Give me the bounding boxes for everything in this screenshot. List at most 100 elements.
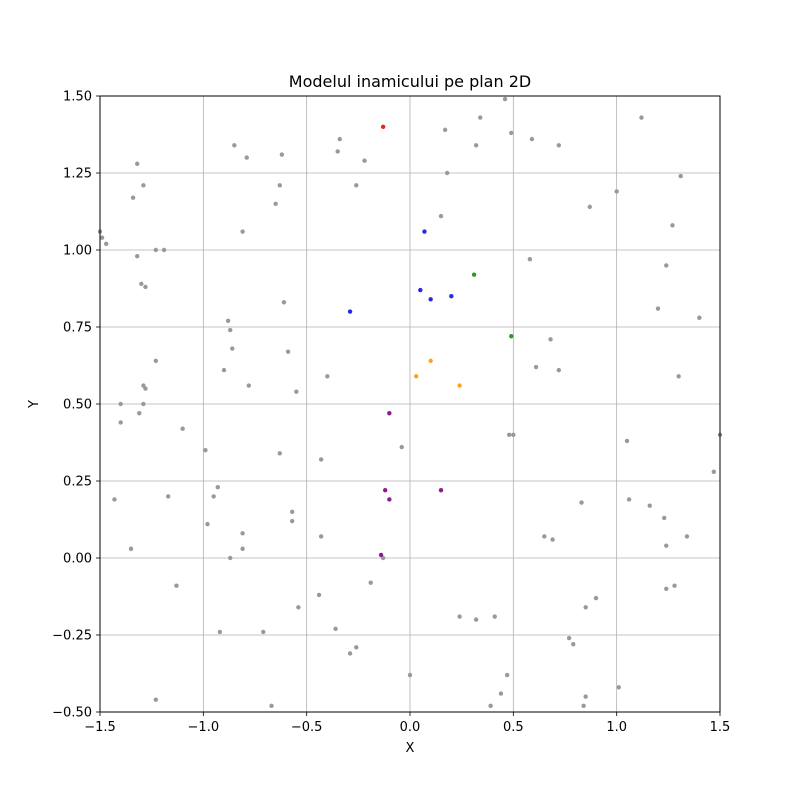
- data-point: [587, 204, 592, 210]
- data-point: [414, 374, 419, 379]
- data-point: [143, 284, 148, 290]
- data-point: [438, 488, 444, 493]
- y-tick-label: 0.25: [63, 475, 92, 490]
- data-point: [244, 155, 249, 160]
- data-point: [527, 257, 533, 262]
- data-point: [449, 294, 454, 299]
- data-point: [137, 411, 142, 416]
- data-point: [614, 189, 619, 194]
- data-point: [428, 297, 433, 302]
- x-tick-label: −0.5: [291, 720, 323, 735]
- data-point: [647, 503, 652, 508]
- data-point: [221, 367, 227, 373]
- data-point: [240, 546, 245, 551]
- data-point: [232, 143, 237, 148]
- data-point: [141, 183, 146, 188]
- data-point: [556, 143, 561, 148]
- data-point: [378, 552, 384, 558]
- data-point: [583, 605, 588, 610]
- data-point: [128, 546, 134, 551]
- x-tick-label: 1.0: [606, 720, 627, 735]
- data-point: [624, 438, 630, 444]
- data-point: [290, 518, 295, 524]
- data-point: [335, 149, 340, 154]
- y-tick-label: −0.25: [52, 629, 92, 644]
- data-point: [135, 253, 140, 259]
- y-axis-label: Y: [27, 400, 42, 409]
- data-point: [676, 374, 681, 379]
- data-point: [368, 580, 373, 585]
- data-point: [473, 143, 479, 148]
- data-point: [325, 374, 330, 379]
- x-tick-label: 1.5: [710, 720, 731, 735]
- data-point: [438, 213, 444, 219]
- data-point: [269, 703, 274, 709]
- data-point: [488, 703, 493, 709]
- data-point: [347, 651, 353, 656]
- data-point: [616, 685, 621, 690]
- data-point: [509, 130, 514, 136]
- data-point: [626, 497, 632, 502]
- data-point: [166, 494, 171, 499]
- data-point: [387, 411, 392, 416]
- data-point: [161, 247, 167, 253]
- data-point: [130, 195, 136, 200]
- data-point: [261, 629, 266, 635]
- data-point: [211, 494, 216, 499]
- data-point: [571, 642, 576, 647]
- data-point: [153, 697, 158, 702]
- data-point: [290, 509, 295, 514]
- data-point: [104, 241, 109, 247]
- data-point: [581, 703, 586, 709]
- data-point: [112, 497, 117, 502]
- data-point: [153, 247, 158, 253]
- data-point: [422, 229, 427, 234]
- data-point: [697, 315, 702, 320]
- data-point: [180, 426, 185, 431]
- data-point: [711, 469, 716, 474]
- data-point: [457, 614, 462, 619]
- data-point: [380, 124, 386, 129]
- data-point: [507, 432, 512, 437]
- data-point: [639, 115, 644, 120]
- data-point: [362, 158, 367, 163]
- data-point: [684, 534, 690, 539]
- y-tick-label: 1.25: [63, 167, 92, 182]
- data-point: [294, 389, 299, 394]
- data-point: [333, 626, 338, 632]
- data-point: [337, 136, 342, 142]
- data-point: [511, 432, 516, 437]
- data-point: [670, 223, 675, 228]
- data-point: [296, 605, 301, 610]
- data-point: [240, 229, 245, 234]
- data-point: [277, 451, 282, 456]
- data-point: [678, 173, 683, 179]
- data-point: [153, 358, 158, 364]
- data-point: [215, 484, 220, 490]
- data-point: [273, 201, 278, 206]
- x-tick-label: −1.0: [188, 720, 220, 735]
- data-point: [473, 617, 479, 622]
- data-point: [380, 555, 386, 561]
- data-point: [203, 448, 208, 453]
- data-point: [504, 672, 510, 678]
- data-point: [399, 444, 404, 450]
- chart-title: Modelul inamicului pe plan 2D: [289, 72, 531, 91]
- data-point: [655, 306, 661, 311]
- points-layer: [97, 96, 723, 709]
- data-point: [99, 235, 105, 240]
- data-point: [457, 383, 462, 388]
- data-point: [316, 592, 322, 598]
- data-point: [139, 281, 144, 287]
- data-point: [550, 537, 555, 542]
- data-point: [509, 334, 514, 339]
- grid-layer: [99, 95, 721, 713]
- data-point: [240, 531, 245, 536]
- data-point: [502, 96, 508, 102]
- data-point: [143, 386, 148, 391]
- y-tick-label: 1.00: [63, 244, 92, 259]
- data-point: [533, 364, 539, 370]
- data-point: [228, 555, 233, 561]
